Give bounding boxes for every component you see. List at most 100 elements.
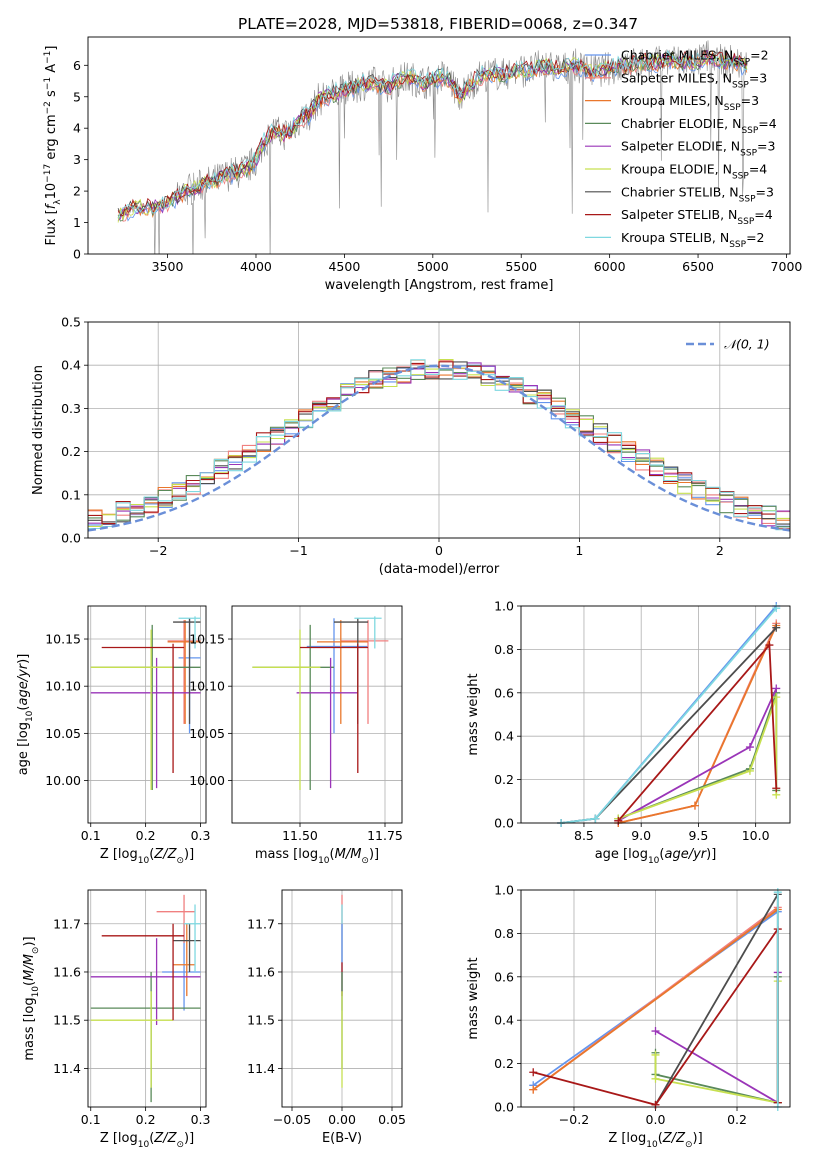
y-tick-label: 0.3 [61, 401, 81, 416]
series-line [532, 908, 779, 1091]
x-tick-label: 11.75 [367, 828, 403, 843]
x-axis-label: Z [log10(Z/Z⊙)] [100, 847, 194, 866]
y-tick-label: 0.1 [61, 487, 81, 502]
histogram-chabrier-stelib [88, 361, 790, 525]
histogram-kroupa-stelib [88, 359, 790, 531]
y-tick-label: 5 [73, 89, 81, 104]
x-tick-label: 8.5 [574, 828, 594, 843]
data-point [651, 1027, 660, 1036]
y-tick-label: 10.00 [189, 773, 225, 788]
x-tick-label: 0.2 [136, 1112, 156, 1127]
series-line [560, 627, 777, 824]
data-point [690, 801, 699, 810]
legend-label: Chabrier STELIB, NSSP=3 [621, 184, 774, 204]
series-line [560, 607, 777, 824]
axes-frame [231, 605, 403, 824]
y-tick-label: 11.7 [53, 916, 81, 931]
y-axis-label: mass [log10(M/M⊙)] [22, 936, 41, 1060]
legend-label: Salpeter MILES, NSSP=3 [621, 70, 767, 90]
y-tick-label: 0 [73, 247, 81, 262]
x-axis-label: Z [log10(Z/Z⊙)] [608, 1131, 702, 1150]
errorbar-salpeter-elodie [296, 657, 358, 789]
x-tick-label: 5000 [417, 259, 449, 274]
series-line [654, 976, 779, 1104]
x-tick-label: 0.3 [191, 1112, 211, 1127]
x-tick-label: 5500 [505, 259, 537, 274]
x-tick-label: 6000 [594, 259, 626, 274]
plot-area [87, 359, 791, 532]
x-tick-label: −2 [149, 543, 167, 558]
y-tick-label: 2 [73, 184, 81, 199]
data-point [765, 641, 774, 650]
y-tick-label: 0.2 [494, 1056, 514, 1071]
y-tick-label: 0.4 [494, 729, 514, 744]
figure-title: PLATE=2028, MJD=53818, FIBERID=0068, z=0… [238, 15, 638, 33]
errorbar-kroupa-miles [317, 620, 368, 724]
y-tick-label: 11.4 [53, 1061, 81, 1076]
data-point [614, 816, 623, 825]
y-tick-label: 0.6 [494, 969, 514, 984]
series-chabrier-stelib [557, 623, 781, 827]
panel-age-vs-Z: 0.1 0.2 0.3 10.00 10.05 10.10 10.15 Z [log10(Z/… [16, 605, 210, 866]
legend-label: Chabrier ELODIE, NSSP=4 [621, 116, 777, 136]
errorbar-kroupa-elodie [252, 629, 321, 790]
x-tick-label: 2 [716, 543, 724, 558]
y-tick-label: 10.10 [189, 679, 225, 694]
y-axis-label: age [log10(age/yr)] [16, 654, 35, 776]
y-axis-label: mass weight [466, 673, 481, 755]
data-point [529, 1085, 538, 1094]
legend-label: Kroupa ELODIE, NSSP=4 [621, 162, 767, 182]
y-tick-label: 11.5 [247, 1013, 275, 1028]
data-point [773, 888, 782, 897]
data-point [772, 623, 781, 632]
series-line [560, 605, 777, 824]
x-axis-label: age [log10(age/yr)] [595, 847, 717, 866]
y-tick-label: 11.6 [247, 964, 275, 979]
y-tick-label: 6 [73, 58, 81, 73]
x-axis-label: E(B-V) [322, 1131, 362, 1146]
model-spectrum [117, 51, 748, 222]
errorbar-salpeter-elodie [90, 938, 201, 1026]
y-tick-label: 11.4 [247, 1061, 275, 1076]
y-tick-label: 0.0 [494, 1100, 514, 1115]
x-tick-label: 7000 [771, 259, 803, 274]
x-tick-label: −0.2 [559, 1112, 589, 1127]
errorbar-salpeter-miles [340, 620, 389, 724]
panel-residuals: −2 −1 0 1 2 0.0 0.1 0.2 0.3 0.4 0.5 (data-model)/er… [31, 315, 791, 577]
errorbar-salpeter-stelib [300, 643, 368, 773]
plot-area [90, 894, 201, 1103]
x-tick-label: 0.1 [81, 828, 101, 843]
errorbar-kroupa-stelib [184, 904, 201, 972]
errorbar-chabrier-miles [306, 618, 368, 734]
series-line [617, 642, 778, 822]
x-tick-label: 3500 [152, 259, 184, 274]
y-tick-label: 1 [73, 215, 81, 230]
errorbar-kroupa-stelib [178, 616, 201, 649]
errorbar-salpeter-stelib [101, 643, 185, 773]
x-tick-label: 1 [575, 543, 583, 558]
data-point [591, 814, 600, 823]
y-axis-label: Flux [fλ10−17 erg cm−2 s−1 A−1] [43, 46, 63, 246]
y-tick-label: 1.0 [494, 599, 514, 614]
plot-area [252, 616, 389, 790]
errorbar-kroupa-elodie [90, 991, 174, 1088]
errorbar-chabrier-stelib [334, 618, 368, 724]
y-tick-label: 0.0 [61, 531, 81, 546]
data-point [529, 1068, 538, 1077]
errorbar-chabrier-elodie [252, 624, 334, 790]
legend-label: Salpeter ELODIE, NSSP=3 [621, 139, 775, 159]
data-point [651, 1100, 660, 1109]
model-spectrum [117, 49, 748, 217]
x-axis-label: wavelength [Angstrom, rest frame] [325, 278, 554, 293]
plot-area [557, 602, 781, 827]
axes-frame [87, 889, 207, 1108]
x-tick-label: −0.05 [273, 1112, 311, 1127]
y-tick-label: 0.2 [494, 772, 514, 787]
errorbar-kroupa-stelib [354, 616, 382, 649]
legend-label: Kroupa MILES, NSSP=3 [621, 93, 759, 113]
x-tick-label: 0.2 [136, 828, 156, 843]
data-point [772, 684, 781, 693]
y-tick-label: 0.8 [494, 642, 514, 657]
panel-massweight-vs-age: 8.5 9.0 9.5 10.0 0.0 0.2 0.4 0.6 0.8 1.0 mass weig… [466, 599, 791, 866]
